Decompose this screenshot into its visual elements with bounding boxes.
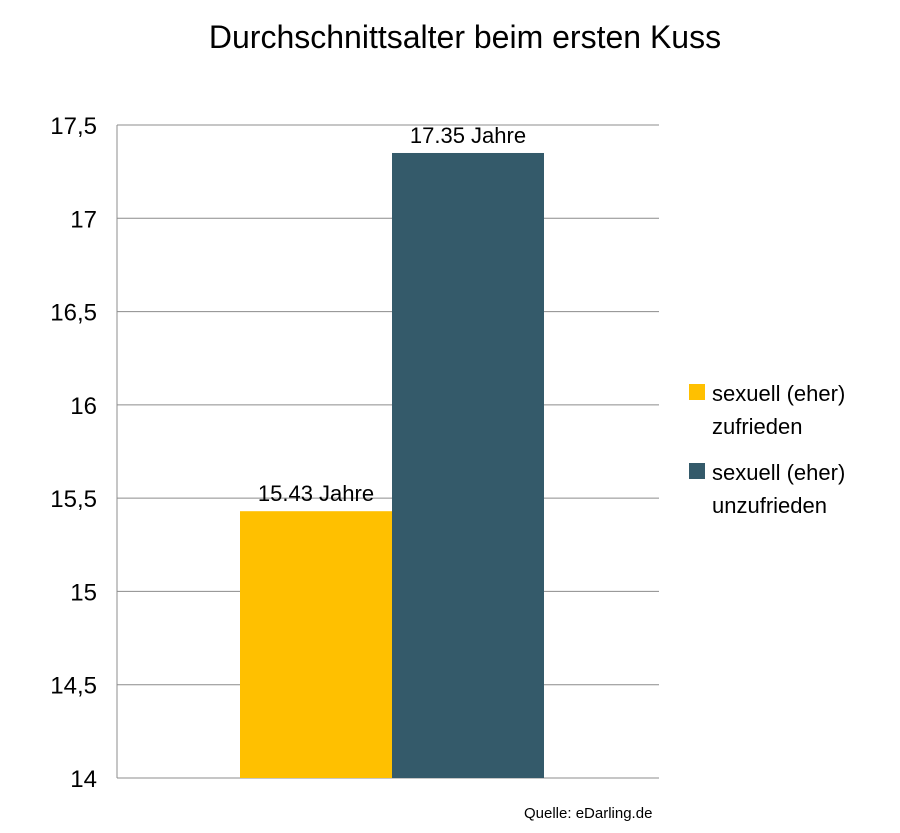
y-tick-label: 17,5 <box>50 113 97 140</box>
data-label: 17.35 Jahre <box>410 123 526 148</box>
bars <box>240 152 544 778</box>
bar <box>392 152 544 778</box>
chart-title: Durchschnittsalter beim ersten Kuss <box>209 19 721 55</box>
y-axis: 14 14,5 15 15,5 16 16,5 17 17,5 <box>50 113 118 793</box>
y-tick-label: 17 <box>70 206 97 233</box>
legend-label: sexuell (eher) <box>712 381 845 406</box>
data-labels: 15.43 Jahre 17.35 Jahre <box>258 123 526 506</box>
y-tick-label: 16 <box>70 393 97 420</box>
y-tick-label: 15,5 <box>50 486 97 513</box>
y-tick-label: 16,5 <box>50 300 97 327</box>
data-label: 15.43 Jahre <box>258 481 374 506</box>
legend-swatch <box>689 384 705 400</box>
legend-swatch <box>689 463 705 479</box>
legend: sexuell (eher) zufrieden sexuell (eher) unz… <box>689 381 845 518</box>
bar <box>240 511 392 778</box>
y-tick-label: 14 <box>70 766 97 793</box>
legend-label: sexuell (eher) <box>712 460 845 485</box>
legend-label: zufrieden <box>712 414 803 439</box>
y-tick-label: 15 <box>70 579 97 606</box>
legend-label: unzufrieden <box>712 493 827 518</box>
source-note: Quelle: eDarling.de <box>524 805 652 822</box>
y-tick-label: 14,5 <box>50 673 97 700</box>
